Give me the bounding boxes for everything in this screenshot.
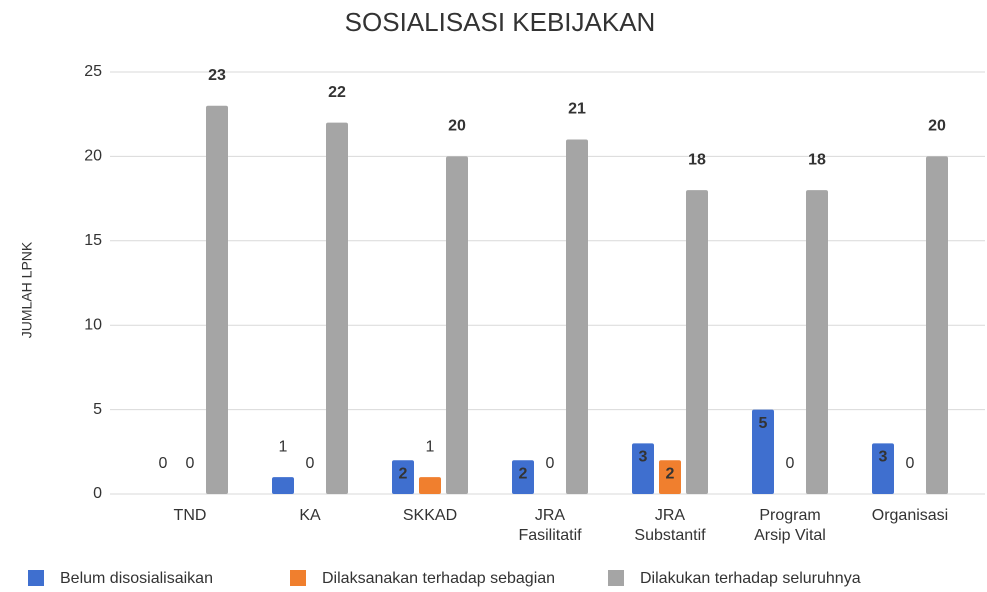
x-tick-label: JRA (535, 507, 566, 524)
x-tick-label: SKKAD (403, 507, 457, 524)
data-label: 0 (546, 455, 555, 472)
y-tick-label: 5 (93, 401, 102, 418)
data-label: 3 (879, 449, 888, 466)
data-label: 0 (186, 455, 195, 472)
data-label: 20 (928, 118, 946, 135)
data-label: 22 (328, 84, 346, 101)
data-label: 2 (666, 465, 675, 482)
bar (419, 477, 441, 494)
bar (566, 139, 588, 494)
y-tick-label: 20 (84, 148, 102, 165)
data-label: 2 (519, 465, 528, 482)
legend-label: Belum disosialisaikan (60, 570, 213, 587)
bar (872, 443, 894, 494)
y-tick-label: 15 (84, 232, 102, 249)
bar (806, 190, 828, 494)
legend-label: Dilakukan terhadap seluruhnya (640, 570, 861, 587)
bar (632, 443, 654, 494)
bar (206, 105, 228, 494)
data-label: 21 (568, 101, 586, 118)
x-tick-label: TND (174, 507, 207, 524)
bar (752, 409, 774, 494)
y-tick-label: 25 (84, 63, 102, 80)
bar (659, 460, 681, 494)
x-tick-label: Program (759, 507, 820, 524)
x-tick-label: Organisasi (872, 507, 948, 524)
x-tick-label: Substantif (634, 527, 706, 544)
data-label: 2 (399, 465, 408, 482)
bar (512, 460, 534, 494)
data-label: 18 (688, 151, 706, 168)
legend-swatch (28, 570, 44, 586)
data-label: 18 (808, 151, 826, 168)
x-tick-label: Fasilitatif (518, 527, 582, 544)
data-label: 0 (159, 455, 168, 472)
x-tick-label: Arsip Vital (754, 527, 826, 544)
bar (272, 477, 294, 494)
bar (926, 156, 948, 494)
data-label: 23 (208, 67, 226, 84)
bar (686, 190, 708, 494)
y-tick-label: 0 (93, 485, 102, 502)
chart-title: SOSIALISASI KEBIJAKAN (345, 7, 656, 37)
legend-label: Dilaksanakan terhadap sebagian (322, 570, 555, 587)
legend-swatch (290, 570, 306, 586)
data-label: 1 (279, 438, 288, 455)
data-label: 1 (426, 438, 435, 455)
y-axis-label: JUMLAH LPNK (19, 241, 35, 338)
data-label: 0 (786, 455, 795, 472)
bar (392, 460, 414, 494)
data-label: 0 (906, 455, 915, 472)
data-label: 5 (759, 415, 768, 432)
data-label: 20 (448, 118, 466, 135)
y-tick-label: 10 (84, 316, 102, 333)
bar (326, 122, 348, 494)
data-label: 0 (306, 455, 315, 472)
legend-swatch (608, 570, 624, 586)
bar (446, 156, 468, 494)
x-tick-label: KA (299, 507, 321, 524)
data-label: 3 (639, 449, 648, 466)
x-tick-label: JRA (655, 507, 686, 524)
